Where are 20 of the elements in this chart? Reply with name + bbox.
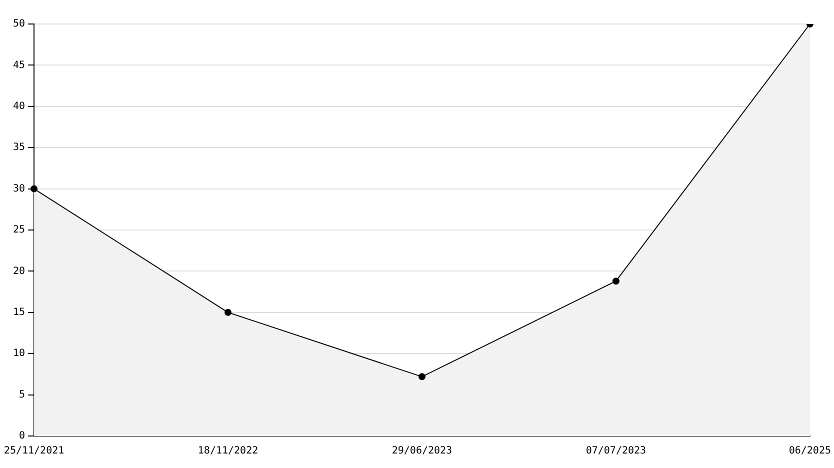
point	[418, 373, 426, 380]
x-tick-label: 07/07/2023	[586, 446, 646, 457]
y-tick-label: 0	[19, 430, 26, 442]
point	[612, 278, 620, 285]
y-tick-label: 10	[12, 348, 26, 360]
y-tick-label: 30	[12, 183, 26, 194]
y-tick-label: 45	[12, 60, 26, 71]
x-tick-label: 29/06/2023	[392, 446, 452, 457]
x-tick-label: 18/11/2022	[198, 446, 258, 457]
point	[224, 308, 232, 316]
point	[30, 185, 38, 192]
y-tick-label: 50	[12, 18, 26, 30]
y-tick-label: 35	[12, 142, 26, 154]
y-tick-label: 15	[12, 306, 26, 318]
x-tick-label: 25/11/2021	[4, 446, 64, 457]
y-tick-label: 20	[12, 266, 26, 277]
y-tick-label: 40	[12, 100, 26, 112]
y-tick-label: 5	[19, 389, 26, 400]
y-tick-label: 25	[12, 224, 26, 236]
x-tick-label: 06/2025	[788, 446, 832, 457]
